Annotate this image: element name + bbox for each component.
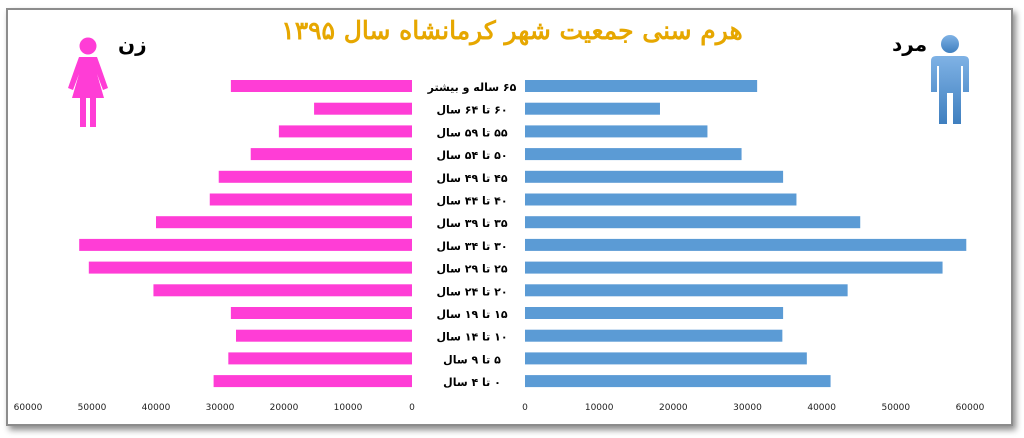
- chart-title: هرم سنی جمعیت شهر کرمانشاه سال ۱۳۹۵: [281, 16, 743, 45]
- category-label: ۲۰ تا ۲۴ سال: [436, 285, 507, 298]
- category-label: ۰ تا ۴ سال: [443, 376, 501, 389]
- female-label: زن: [118, 32, 147, 56]
- female-bar: [213, 375, 412, 388]
- female-bar: [228, 352, 412, 365]
- x-tick-label: 0: [522, 403, 528, 413]
- male-bar: [525, 148, 742, 161]
- female-bar: [156, 216, 412, 229]
- category-label: ۵ تا ۹ سال: [443, 353, 501, 366]
- category-label: ۴۵ تا ۴۹ سال: [436, 172, 507, 185]
- male-label: مرد: [892, 32, 928, 56]
- male-bar: [525, 261, 943, 274]
- x-tick-label: 30000: [206, 403, 235, 413]
- x-tick-label: 60000: [14, 403, 43, 413]
- x-tick-label: 50000: [882, 403, 911, 413]
- female-bar: [250, 148, 412, 161]
- category-label: ۳۰ تا ۳۴ سال: [436, 240, 507, 253]
- male-bar: [525, 307, 784, 319]
- man-icon: [931, 35, 969, 124]
- x-tick-label: 60000: [956, 403, 985, 413]
- category-label: ۵۰ تا ۵۴ سال: [436, 149, 507, 162]
- male-bar: [525, 102, 660, 115]
- woman-icon: [68, 37, 108, 127]
- x-tick-label: 10000: [585, 403, 614, 413]
- male-bar: [525, 216, 861, 229]
- female-bar: [218, 170, 412, 183]
- female-bar: [153, 284, 412, 297]
- male-bar: [525, 352, 807, 365]
- x-tick-label: 0: [409, 403, 415, 413]
- female-bar: [79, 238, 412, 251]
- x-tick-label: 30000: [733, 403, 762, 413]
- female-bar: [278, 125, 412, 138]
- male-bar: [525, 170, 784, 183]
- category-label: ۶۵ ساله و بیشتر: [427, 81, 517, 94]
- x-tick-label: 40000: [807, 403, 836, 413]
- category-label: ۱۰ تا ۱۴ سال: [436, 331, 507, 344]
- male-bar: [525, 80, 758, 92]
- female-bar: [230, 80, 412, 92]
- male-bar: [525, 375, 831, 388]
- male-bar: [525, 193, 797, 206]
- male-bar: [525, 284, 848, 297]
- x-tick-label: 40000: [142, 403, 171, 413]
- female-bar: [314, 102, 412, 115]
- category-label: ۱۵ تا ۱۹ سال: [436, 308, 507, 321]
- category-label: ۶۰ تا ۶۴ سال: [436, 104, 507, 117]
- category-label: ۴۰ تا ۴۴ سال: [436, 195, 507, 208]
- female-bar: [236, 329, 412, 342]
- category-label: ۲۵ تا ۲۹ سال: [436, 263, 507, 276]
- male-bar: [525, 238, 967, 251]
- female-bar: [230, 307, 412, 319]
- x-tick-label: 20000: [659, 403, 688, 413]
- x-tick-label: 50000: [78, 403, 107, 413]
- female-bar: [88, 261, 413, 274]
- female-bar: [209, 193, 412, 206]
- category-label: ۳۵ تا ۳۹ سال: [436, 217, 507, 230]
- category-label: ۵۵ تا ۵۹ سال: [436, 126, 507, 139]
- x-tick-label: 10000: [334, 403, 363, 413]
- x-tick-label: 20000: [270, 403, 299, 413]
- male-bar: [525, 329, 783, 342]
- male-bar: [525, 125, 708, 138]
